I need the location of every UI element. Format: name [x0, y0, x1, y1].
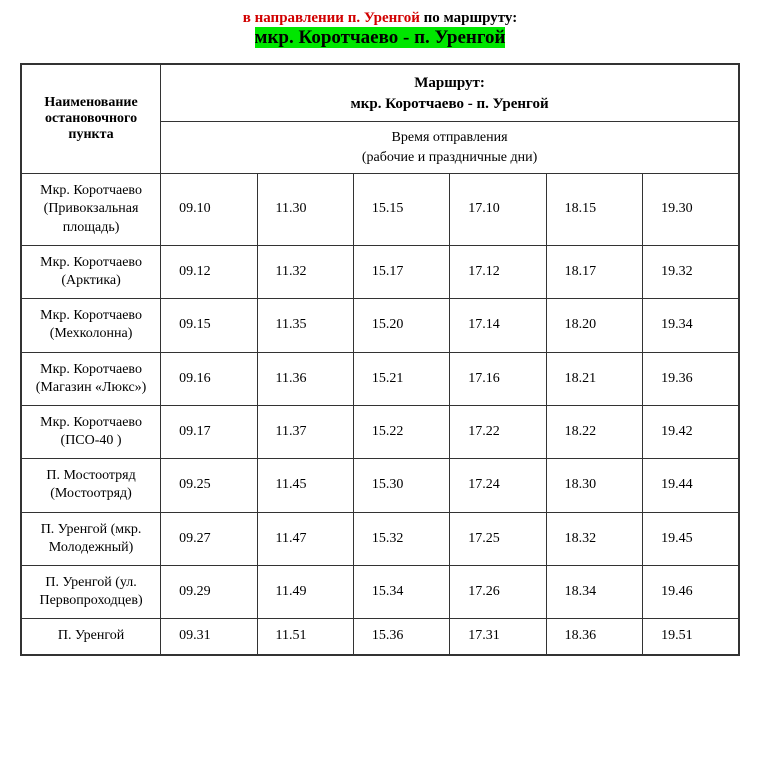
stop-name-cell: Мкр. Коротчаево (Привокзальная площадь): [21, 174, 161, 246]
stop-name-cell: Мкр. Коротчаево (Магазин «Люкс»): [21, 352, 161, 405]
stop-name-cell: Мкр. Коротчаево (Арктика): [21, 245, 161, 298]
time-cell: 15.34: [353, 566, 449, 619]
time-cell: 11.30: [257, 174, 353, 246]
time-cell: 09.10: [161, 174, 257, 246]
table-row: Мкр. Коротчаево (Арктика)09.1211.3215.17…: [21, 245, 739, 298]
time-cell: 15.21: [353, 352, 449, 405]
time-cell: 17.26: [450, 566, 546, 619]
time-cell: 11.47: [257, 512, 353, 565]
time-cell: 19.42: [643, 405, 739, 458]
time-cell: 09.29: [161, 566, 257, 619]
header-departure-2: (рабочие и праздничные дни): [165, 148, 734, 168]
table-row: Мкр. Коротчаево (Магазин «Люкс»)09.1611.…: [21, 352, 739, 405]
stop-name-cell: П. Уренгой: [21, 619, 161, 655]
header-route-label: Маршрут:: [165, 75, 734, 92]
time-cell: 18.15: [546, 174, 642, 246]
time-cell: 09.17: [161, 405, 257, 458]
title-line1-red: в направлении п. Уренгой: [243, 10, 420, 26]
time-cell: 11.35: [257, 299, 353, 352]
time-cell: 19.32: [643, 245, 739, 298]
time-cell: 15.30: [353, 459, 449, 512]
stop-name-cell: П. Уренгой (ул. Первопроходцев): [21, 566, 161, 619]
time-cell: 18.32: [546, 512, 642, 565]
time-cell: 19.51: [643, 619, 739, 655]
stop-name-cell: Мкр. Коротчаево (Мехколонна): [21, 299, 161, 352]
time-cell: 09.25: [161, 459, 257, 512]
time-cell: 09.12: [161, 245, 257, 298]
time-cell: 15.17: [353, 245, 449, 298]
time-cell: 11.36: [257, 352, 353, 405]
time-cell: 19.34: [643, 299, 739, 352]
time-cell: 09.31: [161, 619, 257, 655]
time-cell: 18.30: [546, 459, 642, 512]
time-cell: 15.20: [353, 299, 449, 352]
stop-name-cell: П. Уренгой (мкр. Молодежный): [21, 512, 161, 565]
time-cell: 17.25: [450, 512, 546, 565]
time-cell: 11.37: [257, 405, 353, 458]
table-row: Мкр. Коротчаево (Мехколонна)09.1511.3515…: [21, 299, 739, 352]
header-departure-1: Время отправления: [165, 128, 734, 148]
header-route: Маршрут: мкр. Коротчаево - п. Уренгой: [161, 64, 739, 122]
time-cell: 15.15: [353, 174, 449, 246]
time-cell: 17.14: [450, 299, 546, 352]
table-row: П. Уренгой (мкр. Молодежный)09.2711.4715…: [21, 512, 739, 565]
time-cell: 18.36: [546, 619, 642, 655]
table-row: Мкр. Коротчаево (Привокзальная площадь)0…: [21, 174, 739, 246]
time-cell: 17.24: [450, 459, 546, 512]
time-cell: 11.49: [257, 566, 353, 619]
time-cell: 15.32: [353, 512, 449, 565]
time-cell: 11.32: [257, 245, 353, 298]
time-cell: 19.36: [643, 352, 739, 405]
title-line1-rest: по маршруту:: [420, 10, 517, 26]
title-highlight: мкр. Коротчаево - п. Уренгой: [255, 27, 506, 48]
time-cell: 17.12: [450, 245, 546, 298]
time-cell: 18.34: [546, 566, 642, 619]
title-line-1: в направлении п. Уренгой по маршруту:: [20, 10, 740, 27]
time-cell: 19.44: [643, 459, 739, 512]
time-cell: 09.16: [161, 352, 257, 405]
time-cell: 18.17: [546, 245, 642, 298]
stop-name-cell: Мкр. Коротчаево (ПСО-40 ): [21, 405, 161, 458]
time-cell: 17.10: [450, 174, 546, 246]
table-row: П. Мостоотряд (Мостоотряд)09.2511.4515.3…: [21, 459, 739, 512]
time-cell: 11.45: [257, 459, 353, 512]
time-cell: 09.15: [161, 299, 257, 352]
time-cell: 19.30: [643, 174, 739, 246]
time-cell: 18.21: [546, 352, 642, 405]
time-cell: 17.22: [450, 405, 546, 458]
title-line-2: мкр. Коротчаево - п. Уренгой: [20, 27, 740, 49]
time-cell: 18.22: [546, 405, 642, 458]
time-cell: 18.20: [546, 299, 642, 352]
time-cell: 11.51: [257, 619, 353, 655]
stop-name-cell: П. Мостоотряд (Мостоотряд): [21, 459, 161, 512]
schedule-body: Мкр. Коротчаево (Привокзальная площадь)0…: [21, 174, 739, 655]
title-block: в направлении п. Уренгой по маршруту: мк…: [20, 10, 740, 49]
time-cell: 19.45: [643, 512, 739, 565]
header-stop-name: Наименование остановочного пункта: [21, 64, 161, 174]
time-cell: 15.36: [353, 619, 449, 655]
time-cell: 17.16: [450, 352, 546, 405]
time-cell: 19.46: [643, 566, 739, 619]
time-cell: 15.22: [353, 405, 449, 458]
time-cell: 17.31: [450, 619, 546, 655]
header-departure: Время отправления (рабочие и праздничные…: [161, 122, 739, 174]
table-row: П. Уренгой (ул. Первопроходцев)09.2911.4…: [21, 566, 739, 619]
table-row: П. Уренгой09.3111.5115.3617.3118.3619.51: [21, 619, 739, 655]
schedule-table: Наименование остановочного пункта Маршру…: [20, 63, 740, 656]
table-row: Мкр. Коротчаево (ПСО-40 )09.1711.3715.22…: [21, 405, 739, 458]
header-route-name: мкр. Коротчаево - п. Уренгой: [165, 96, 734, 113]
time-cell: 09.27: [161, 512, 257, 565]
